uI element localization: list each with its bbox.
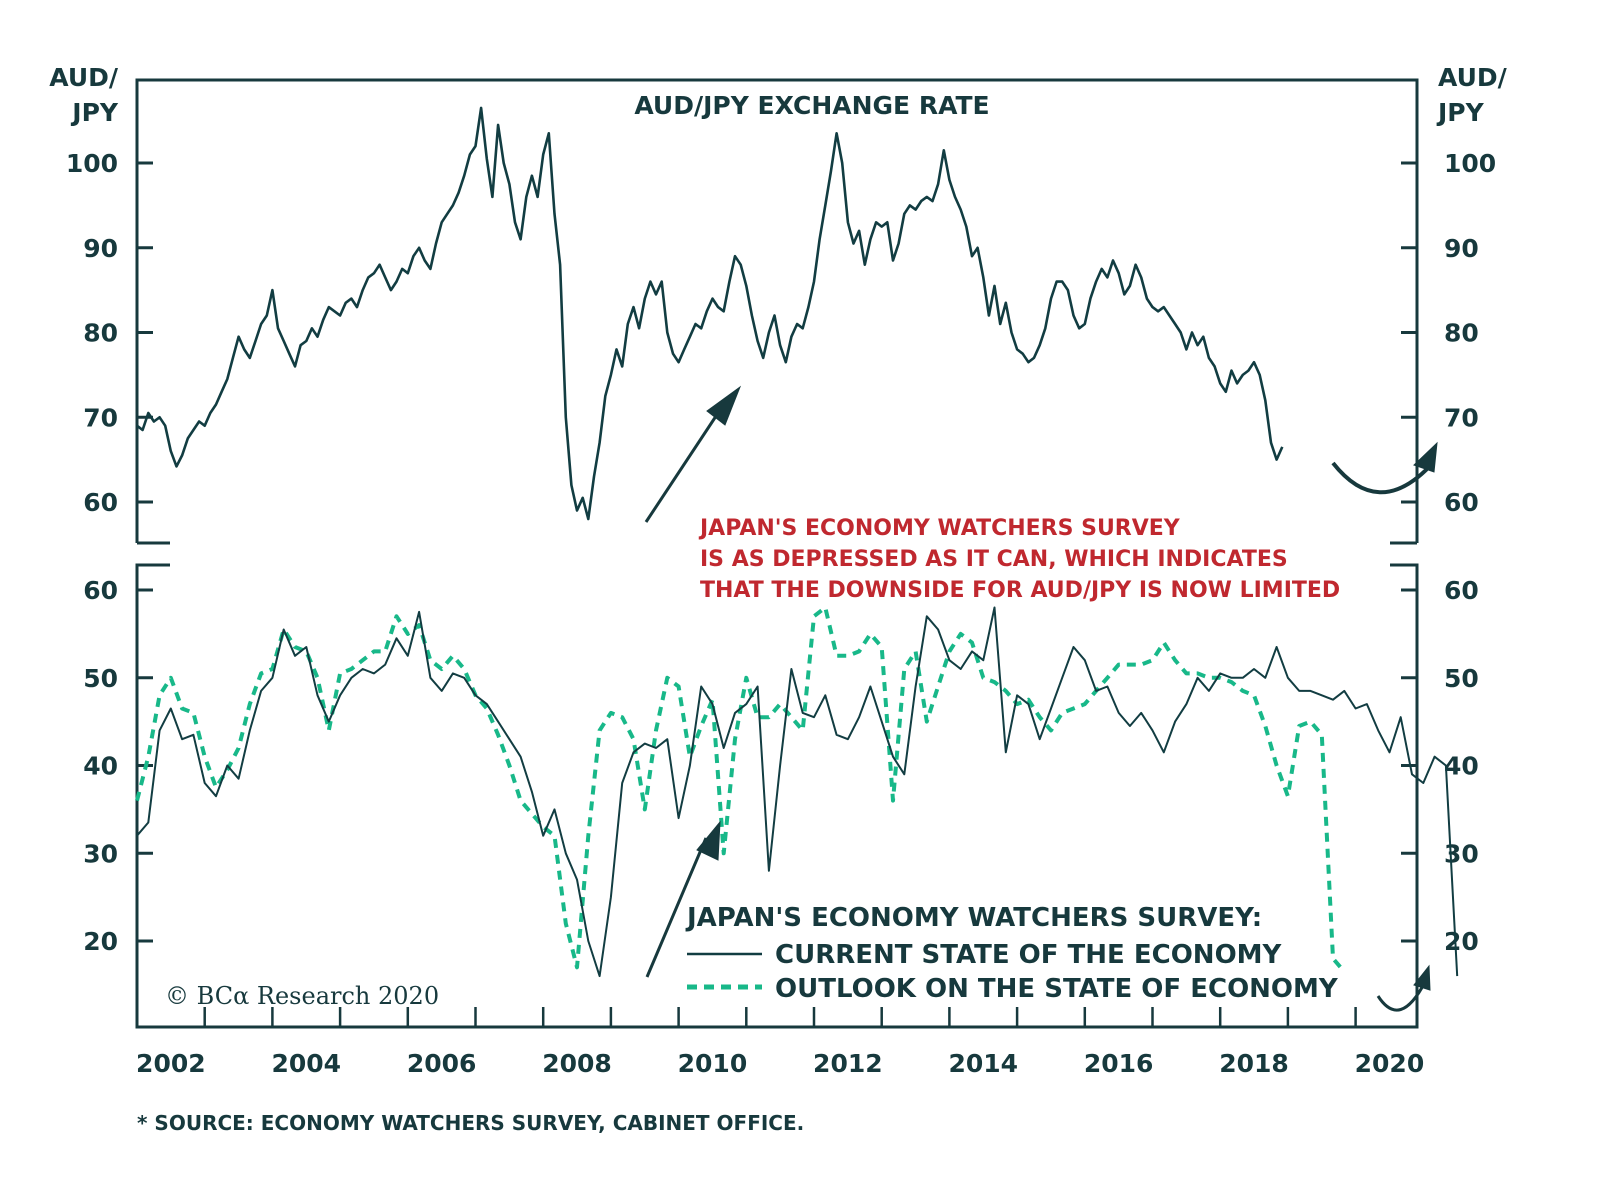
bottom-up-arrow-head — [696, 820, 721, 861]
top-up-arrow-head — [706, 385, 742, 426]
top-chart-title: AUD/JPY EXCHANGE RATE — [634, 91, 989, 120]
bottom-up-arrow-shaft — [645, 837, 708, 978]
legend-label-outlook: OUTLOOK ON THE STATE OF ECONOMY — [775, 974, 1339, 1004]
top-y-tick-label-left: 60 — [83, 488, 118, 517]
top-y-tick-label-right: 80 — [1444, 319, 1479, 348]
annotation-line-2: IS AS DEPRESSED AS IT CAN, WHICH INDICAT… — [700, 547, 1288, 572]
x-tick-label: 2006 — [407, 1049, 477, 1078]
top-ylabel-right-line1: AUD/ — [1438, 63, 1508, 92]
top-rebound-arrow-curve — [1331, 461, 1432, 495]
bottom-y-tick-label-left: 40 — [83, 752, 118, 781]
top-ylabel-right-line2: JPY — [1436, 98, 1485, 127]
bottom-y-tick-label-right: 20 — [1444, 927, 1479, 956]
annotation-line-1: JAPAN'S ECONOMY WATCHERS SURVEY — [698, 516, 1181, 541]
top-y-tick-label-right: 60 — [1444, 488, 1479, 517]
bottom-y-tick-label-left: 60 — [83, 576, 118, 605]
top-up-arrow-shaft — [644, 403, 726, 523]
bottom-rebound-arrow-head — [1413, 964, 1431, 991]
x-tick-label: 2020 — [1355, 1049, 1425, 1078]
legend-label-current: CURRENT STATE OF THE ECONOMY — [775, 940, 1283, 970]
bottom-rebound-arrow-curve — [1376, 981, 1427, 1012]
top-y-ticks-left: 60 70 80 90 100 — [66, 149, 153, 517]
x-tick-label: 2014 — [948, 1049, 1018, 1078]
bottom-y-tick-label-left: 20 — [83, 927, 118, 956]
annotation-line-3: THAT THE DOWNSIDE FOR AUD/JPY IS NOW LIM… — [700, 578, 1340, 603]
bottom-panel-frame — [135, 563, 1419, 1029]
current-series-line — [136, 606, 1459, 978]
bottom-y-tick-label-left: 50 — [83, 664, 118, 693]
top-y-tick-label-right: 70 — [1444, 403, 1479, 432]
bottom-y-tick-label-right: 50 — [1444, 664, 1479, 693]
bottom-y-tick-label-left: 30 — [83, 839, 118, 868]
legend: JAPAN'S ECONOMY WATCHERS SURVEY: CURRENT… — [685, 903, 1339, 1004]
x-axis-labels: 2002 2004 2006 2008 2010 2012 2014 2016 2018 2020 — [136, 1049, 1424, 1078]
annotation-red-text: JAPAN'S ECONOMY WATCHERS SURVEY IS AS DE… — [698, 516, 1340, 603]
top-y-tick-label-left: 100 — [66, 149, 118, 178]
top-rebound-arrow-head — [1413, 441, 1438, 473]
top-y-tick-label-left: 80 — [83, 319, 118, 348]
x-tick-label: 2018 — [1219, 1049, 1289, 1078]
top-y-tick-label-right: 90 — [1444, 234, 1479, 263]
legend-title: JAPAN'S ECONOMY WATCHERS SURVEY: — [685, 903, 1262, 933]
bottom-y-tick-label-right: 60 — [1444, 576, 1479, 605]
audjpy-panel: 60 70 80 90 100 60 70 80 90 100 AUD/ JPY AUD/ JP… — [49, 63, 1508, 545]
bottom-y-tick-label-right: 40 — [1444, 752, 1479, 781]
x-tick-label: 2002 — [136, 1049, 206, 1078]
annotation-arrows — [644, 385, 1438, 1012]
copyright-watermark: © BCα Research 2020 — [165, 982, 439, 1010]
top-y-tick-label-right: 100 — [1444, 149, 1496, 178]
audjpy-series-line — [136, 106, 1284, 521]
bottom-y-ticks-left: 20 30 40 50 60 — [83, 576, 153, 956]
top-y-tick-label-left: 70 — [83, 403, 118, 432]
top-ylabel-left-line1: AUD/ — [49, 63, 119, 92]
top-ylabel-left-line2: JPY — [70, 98, 119, 127]
x-tick-label: 2008 — [542, 1049, 612, 1078]
source-note: * SOURCE: ECONOMY WATCHERS SURVEY, CABIN… — [137, 1111, 804, 1135]
x-axis-ticks — [203, 1007, 1357, 1027]
top-y-tick-label-left: 90 — [83, 234, 118, 263]
x-tick-label: 2016 — [1084, 1049, 1154, 1078]
x-tick-label: 2010 — [678, 1049, 748, 1078]
top-panel-frame — [135, 78, 1419, 543]
top-y-ticks-right: 60 70 80 90 100 — [1401, 149, 1496, 517]
x-tick-label: 2004 — [271, 1049, 341, 1078]
x-tick-label: 2012 — [813, 1049, 883, 1078]
